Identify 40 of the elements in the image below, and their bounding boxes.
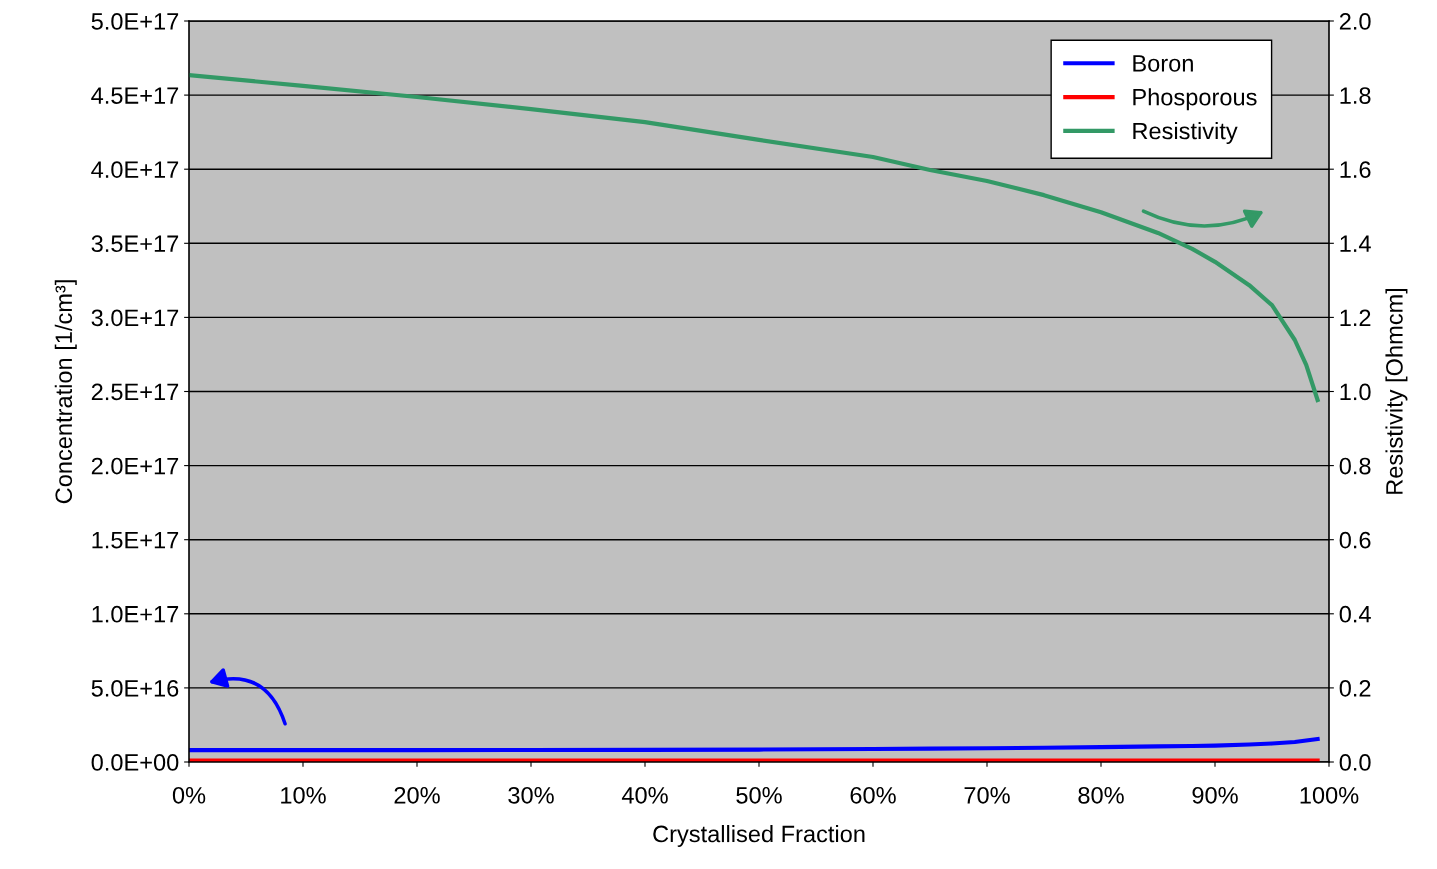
y2-axis-title: Resistivity [Ohmcm]	[1385, 288, 1408, 494]
y-tick-label: 4.5E+17	[91, 87, 179, 104]
legend-label: Boron	[1133, 55, 1193, 72]
y2-tick-label: 1.6	[1340, 161, 1371, 178]
y-tick-label: 0.0E+00	[91, 754, 179, 771]
y2-tick-label: 0.4	[1339, 605, 1371, 623]
y-tick-label: 5.0E+16	[91, 679, 179, 697]
y-axis-title: Concentration [1/cm³]	[54, 280, 77, 504]
x-tick-label: 100%	[1300, 786, 1359, 804]
y-tick-label: 3.5E+17	[91, 235, 179, 253]
line-series	[189, 73, 1320, 403]
y-tick-label: 1.5E+17	[92, 532, 179, 549]
y-tick-label: 2.0E+17	[91, 457, 179, 475]
x-tick-label: 0%	[172, 786, 206, 804]
y-tick-label: 4.0E+17	[91, 161, 179, 178]
y-tick-label: 2.5E+17	[91, 383, 179, 401]
y2-tick-label: 0.8	[1339, 457, 1371, 475]
x-axis-title: Crystallised Fraction	[653, 824, 865, 847]
x-tick-label: 40%	[621, 786, 668, 804]
y-tick-label: 1.0E+17	[92, 605, 179, 623]
y2-tick-label: 2.0	[1339, 13, 1371, 30]
x-tick-label: 20%	[394, 786, 440, 804]
x-tick-label: 50%	[736, 786, 782, 804]
y-tick-label: 5.0E+17	[91, 13, 179, 30]
x-tick-label: 30%	[508, 786, 554, 804]
y2-tick-label: 1.2	[1340, 309, 1371, 326]
x-tick-label: 10%	[281, 786, 326, 804]
y2-tick-label: 0.0	[1339, 754, 1371, 771]
y2-tick-label: 1.4	[1340, 235, 1371, 252]
x-tick-label: 80%	[1078, 786, 1124, 804]
y2-tick-label: 0.2	[1339, 679, 1371, 697]
y-tick-label: 3.0E+17	[91, 309, 179, 327]
x-tick-label: 70%	[964, 786, 1010, 804]
y2-tick-label: 1.0	[1340, 383, 1371, 401]
legend-label: Resistivity	[1133, 122, 1238, 145]
legend-label: Phosporous	[1133, 88, 1257, 111]
y2-tick-label: 1.8	[1340, 87, 1371, 104]
x-tick-label: 60%	[850, 786, 896, 804]
y2-tick-label: 0.6	[1339, 531, 1371, 549]
x-tick-label: 90%	[1192, 786, 1238, 804]
